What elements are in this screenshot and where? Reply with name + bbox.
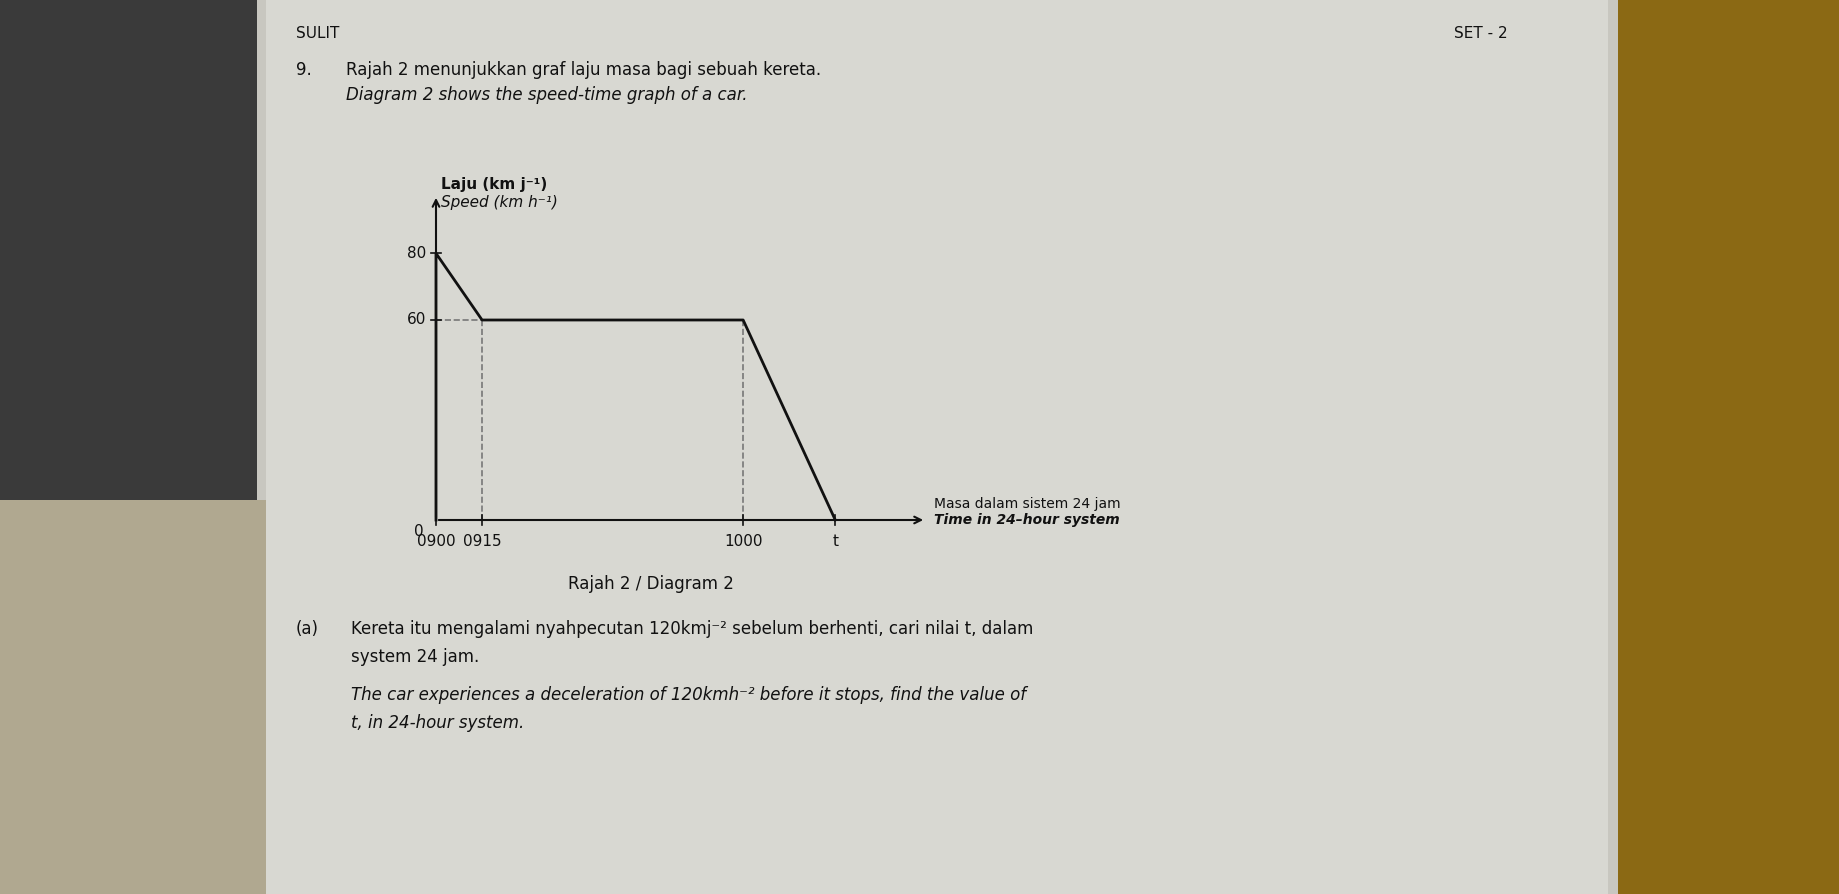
Text: Laju (km j⁻¹): Laju (km j⁻¹): [441, 177, 548, 192]
Text: t: t: [833, 534, 839, 549]
Bar: [1618, 0, 1839, 894]
Text: Diagram 2 shows the speed-time graph of a car.: Diagram 2 shows the speed-time graph of …: [346, 86, 747, 104]
Text: 0915: 0915: [463, 534, 502, 549]
Text: 80: 80: [406, 246, 427, 261]
Text: Speed (km h⁻¹): Speed (km h⁻¹): [441, 195, 557, 210]
Text: 1000: 1000: [725, 534, 763, 549]
Text: t, in 24-hour system.: t, in 24-hour system.: [351, 714, 524, 732]
Text: Rajah 2 / Diagram 2: Rajah 2 / Diagram 2: [568, 575, 734, 593]
Text: system 24 jam.: system 24 jam.: [351, 648, 480, 666]
Bar: [0, 0, 257, 894]
Text: Kereta itu mengalami nyahpecutan 120kmj⁻² sebelum berhenti, cari nilai t, dalam: Kereta itu mengalami nyahpecutan 120kmj⁻…: [351, 620, 1034, 638]
Text: Time in 24–hour system: Time in 24–hour system: [934, 513, 1120, 527]
Text: SET - 2: SET - 2: [1455, 26, 1508, 41]
Bar: [267, 0, 1607, 894]
Text: 9.: 9.: [296, 61, 313, 79]
Text: 0900: 0900: [417, 534, 456, 549]
Text: Masa dalam sistem 24 jam: Masa dalam sistem 24 jam: [934, 497, 1120, 511]
Text: The car experiences a deceleration of 120kmh⁻² before it stops, find the value o: The car experiences a deceleration of 12…: [351, 686, 1026, 704]
Text: SULIT: SULIT: [296, 26, 340, 41]
Bar: [0, 500, 287, 894]
Text: 0: 0: [414, 524, 425, 539]
Text: 60: 60: [406, 313, 427, 327]
Text: Rajah 2 menunjukkan graf laju masa bagi sebuah kereta.: Rajah 2 menunjukkan graf laju masa bagi …: [346, 61, 822, 79]
Text: (a): (a): [296, 620, 318, 638]
